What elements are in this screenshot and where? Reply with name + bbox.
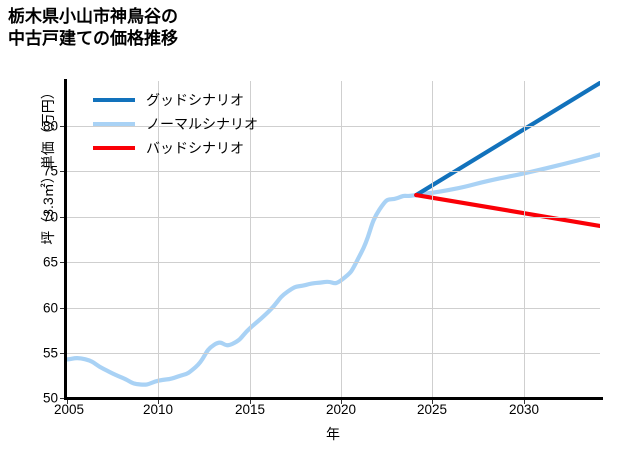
gridline-y-60: [67, 308, 600, 309]
gridline-y-65: [67, 262, 600, 263]
y-tick-label-65: 65: [42, 254, 58, 270]
y-axis-label-wrap: 坪（3.3㎡）単価（万円）: [0, 0, 56, 465]
series-line-good: [414, 81, 600, 198]
x-tick-mark-2005: [67, 400, 68, 404]
y-axis-spine: [64, 79, 67, 400]
y-tick-mark-70: [60, 217, 64, 218]
page-title: 栃木県小山市神鳥谷の 中古戸建ての価格推移: [8, 7, 178, 48]
x-axis-spine: [64, 397, 603, 400]
x-tick-label-2015: 2015: [234, 402, 266, 417]
x-tick-label-2010: 2010: [142, 402, 174, 417]
gridline-y-80: [67, 126, 600, 127]
gridline-x-2025: [432, 81, 433, 398]
gridline-x-2030: [524, 81, 525, 398]
legend-label-bad: バッドシナリオ: [146, 140, 244, 156]
series-line-bad: [414, 192, 600, 229]
y-axis-label: 坪（3.3㎡）単価（万円）: [40, 85, 56, 245]
y-tick-mark-65: [60, 262, 64, 263]
x-tick-label-2020: 2020: [325, 402, 357, 417]
gridline-y-55: [67, 353, 600, 354]
y-tick-label-55: 55: [42, 345, 58, 361]
y-tick-label-80: 80: [42, 118, 58, 134]
y-tick-mark-55: [60, 353, 64, 354]
legend-swatch-normal-icon: [93, 122, 135, 126]
legend-label-good: グッドシナリオ: [146, 92, 244, 108]
x-tick-mark-2030: [524, 400, 525, 404]
x-tick-mark-2025: [432, 400, 433, 404]
gridline-y-75: [67, 171, 600, 172]
x-tick-label-2025: 2025: [416, 402, 448, 417]
x-tick-mark-2010: [158, 400, 159, 404]
y-tick-label-75: 75: [42, 163, 58, 179]
x-tick-mark-2015: [250, 400, 251, 404]
y-tick-mark-60: [60, 308, 64, 309]
plot-area: [67, 81, 600, 398]
y-tick-label-60: 60: [42, 300, 58, 316]
series-line-normal: [67, 152, 600, 387]
gridline-x-2015: [250, 81, 251, 398]
gridline-y-70: [67, 217, 600, 218]
legend-item-good: グッドシナリオ: [93, 88, 258, 112]
legend-label-normal: ノーマルシナリオ: [146, 116, 258, 132]
gridline-x-2010: [158, 81, 159, 398]
y-tick-mark-80: [60, 126, 64, 127]
x-tick-label-2005: 2005: [53, 402, 85, 417]
y-tick-mark-50: [60, 398, 64, 399]
legend-item-normal: ノーマルシナリオ: [93, 112, 258, 136]
chart-legend: グッドシナリオ ノーマルシナリオ バッドシナリオ: [93, 88, 258, 160]
x-tick-label-2030: 2030: [508, 402, 540, 417]
x-axis-label: 年: [326, 426, 340, 442]
legend-item-bad: バッドシナリオ: [93, 136, 258, 160]
legend-swatch-good-icon: [93, 98, 135, 102]
y-tick-label-50: 50: [42, 390, 58, 406]
legend-swatch-bad-icon: [93, 146, 135, 150]
x-tick-mark-2020: [341, 400, 342, 404]
y-tick-labels: 80 75 70 65 60 55 50: [0, 0, 62, 465]
y-tick-mark-75: [60, 171, 64, 172]
gridline-x-2020: [341, 81, 342, 398]
y-tick-label-70: 70: [42, 209, 58, 225]
series-layer: [67, 81, 600, 387]
